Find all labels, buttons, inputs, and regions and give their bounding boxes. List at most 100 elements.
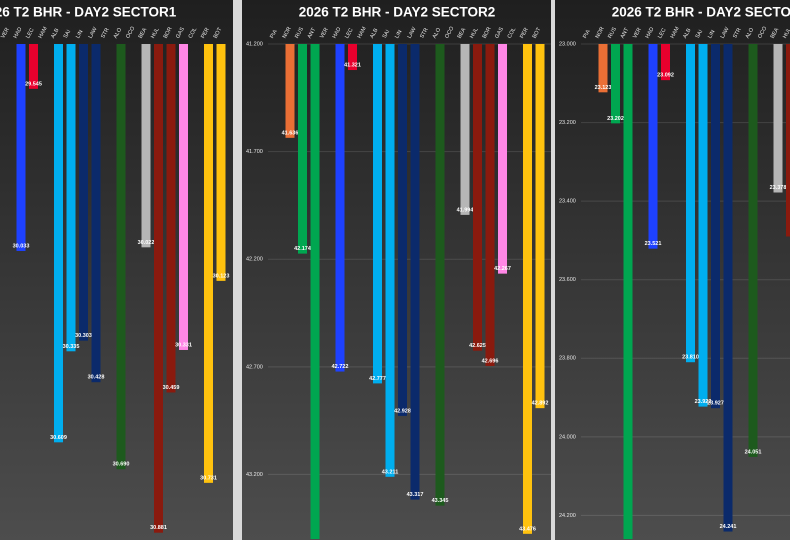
bar bbox=[748, 44, 758, 457]
bar bbox=[29, 44, 38, 89]
x-tick-label: LEC bbox=[25, 27, 35, 39]
panel: 2026 T2 BHR - DAY2 SECTOR3 23.000 23.200 23… bbox=[555, 0, 790, 540]
bar bbox=[285, 44, 295, 138]
x-tick-label: ALO bbox=[745, 26, 756, 39]
x-tick-label: HUL bbox=[150, 27, 160, 40]
value-label: 23.123 bbox=[595, 85, 612, 91]
bar bbox=[686, 44, 695, 363]
x-tick-label: VER bbox=[632, 27, 643, 40]
bar bbox=[298, 44, 307, 254]
value-label: 30.690 bbox=[113, 462, 130, 468]
value-label: 43.317 bbox=[407, 492, 424, 498]
x-tick-label: RUS bbox=[294, 26, 305, 39]
value-label: 41.321 bbox=[344, 62, 361, 68]
value-label: 41.994 bbox=[457, 207, 475, 213]
bar bbox=[648, 44, 658, 249]
bar bbox=[498, 44, 507, 274]
value-label: 42.625 bbox=[469, 343, 486, 349]
bar bbox=[216, 44, 226, 281]
value-label: 29.545 bbox=[25, 81, 42, 87]
value-label: 24.051 bbox=[745, 449, 762, 455]
value-label: 30.428 bbox=[88, 375, 105, 381]
bar bbox=[204, 44, 213, 483]
x-tick-label: BOR bbox=[163, 26, 174, 39]
x-tick-label: HAD bbox=[13, 27, 24, 40]
x-tick-label: LEC bbox=[344, 27, 354, 39]
value-label: 30.331 bbox=[175, 342, 192, 348]
x-tick-label: STR bbox=[100, 27, 110, 40]
bar bbox=[166, 44, 176, 393]
value-label: 43.211 bbox=[382, 469, 399, 475]
x-tick-label: BEA bbox=[770, 27, 781, 40]
value-label: 23.378 bbox=[770, 185, 787, 191]
bar bbox=[435, 44, 445, 506]
value-label: 23.810 bbox=[682, 355, 699, 361]
panel-title: 2026 T2 BHR - DAY2 SECTOR1 bbox=[0, 5, 177, 20]
bar bbox=[54, 44, 63, 443]
x-tick-label: HUL bbox=[782, 27, 790, 40]
bar bbox=[598, 44, 608, 93]
x-tick-label: GAS bbox=[175, 26, 186, 39]
x-tick-label: NOR bbox=[282, 26, 293, 40]
x-tick-label: HAM bbox=[670, 26, 681, 40]
x-tick-label: OCO bbox=[125, 25, 137, 40]
x-tick-label: BOR bbox=[482, 26, 493, 39]
x-tick-label: PER bbox=[519, 27, 530, 40]
bar bbox=[141, 44, 151, 248]
bar bbox=[698, 44, 708, 407]
panel-title: 2026 T2 BHR - DAY2 SECTOR2 bbox=[299, 5, 496, 20]
y-tick-label: 43.200 bbox=[246, 472, 263, 478]
bar bbox=[661, 44, 670, 81]
x-tick-label: BOT bbox=[213, 26, 224, 39]
y-tick-label: 41.700 bbox=[246, 149, 263, 155]
value-label: 24.241 bbox=[720, 524, 737, 530]
value-label: 42.722 bbox=[332, 364, 349, 370]
y-tick-label: 42.700 bbox=[246, 364, 263, 370]
x-tick-label: STR bbox=[419, 27, 429, 40]
bar bbox=[373, 44, 382, 384]
bar bbox=[711, 44, 720, 409]
x-tick-label: NOR bbox=[595, 26, 606, 40]
value-label: 30.303 bbox=[75, 333, 92, 339]
bar bbox=[535, 44, 545, 409]
x-tick-label: STR bbox=[732, 27, 742, 40]
value-label: 42.928 bbox=[394, 408, 411, 414]
x-tick-label: PIA bbox=[582, 29, 592, 40]
bar bbox=[723, 44, 733, 532]
x-tick-label: ANT bbox=[620, 27, 631, 40]
bar bbox=[786, 44, 790, 237]
bar bbox=[385, 44, 395, 477]
bar bbox=[348, 44, 357, 71]
x-tick-label: HAM bbox=[357, 26, 368, 40]
x-tick-label: ALB bbox=[369, 27, 379, 39]
x-tick-label: SAI bbox=[382, 29, 392, 40]
x-tick-label: OCO bbox=[444, 25, 456, 40]
y-tick-label: 24.200 bbox=[559, 513, 576, 519]
value-label: 42.174 bbox=[294, 246, 312, 252]
value-label: 42.892 bbox=[532, 401, 549, 407]
x-tick-label: OCO bbox=[757, 25, 769, 40]
value-label: 30.459 bbox=[163, 385, 180, 391]
y-tick-label: 23.600 bbox=[559, 277, 576, 283]
value-label: 30.731 bbox=[200, 475, 217, 481]
y-tick-label: 24.000 bbox=[559, 434, 576, 440]
bar bbox=[16, 44, 26, 251]
bar bbox=[398, 44, 407, 416]
x-tick-label: SAI bbox=[63, 29, 73, 40]
y-tick-label: 23.400 bbox=[559, 199, 576, 205]
value-label: 42.696 bbox=[482, 358, 499, 364]
bar bbox=[773, 44, 783, 193]
x-tick-label: SAI bbox=[695, 29, 705, 40]
bar bbox=[154, 44, 163, 533]
x-tick-label: RUS bbox=[607, 26, 618, 39]
value-label: 30.033 bbox=[13, 243, 30, 249]
x-tick-label: BOT bbox=[532, 26, 543, 39]
bar bbox=[116, 44, 126, 470]
x-tick-label: HAM bbox=[38, 26, 49, 40]
x-tick-label: ALB bbox=[682, 27, 692, 39]
value-label: 23.092 bbox=[657, 73, 674, 79]
x-tick-label: BEA bbox=[457, 27, 468, 40]
x-tick-label: LAW bbox=[88, 26, 99, 40]
